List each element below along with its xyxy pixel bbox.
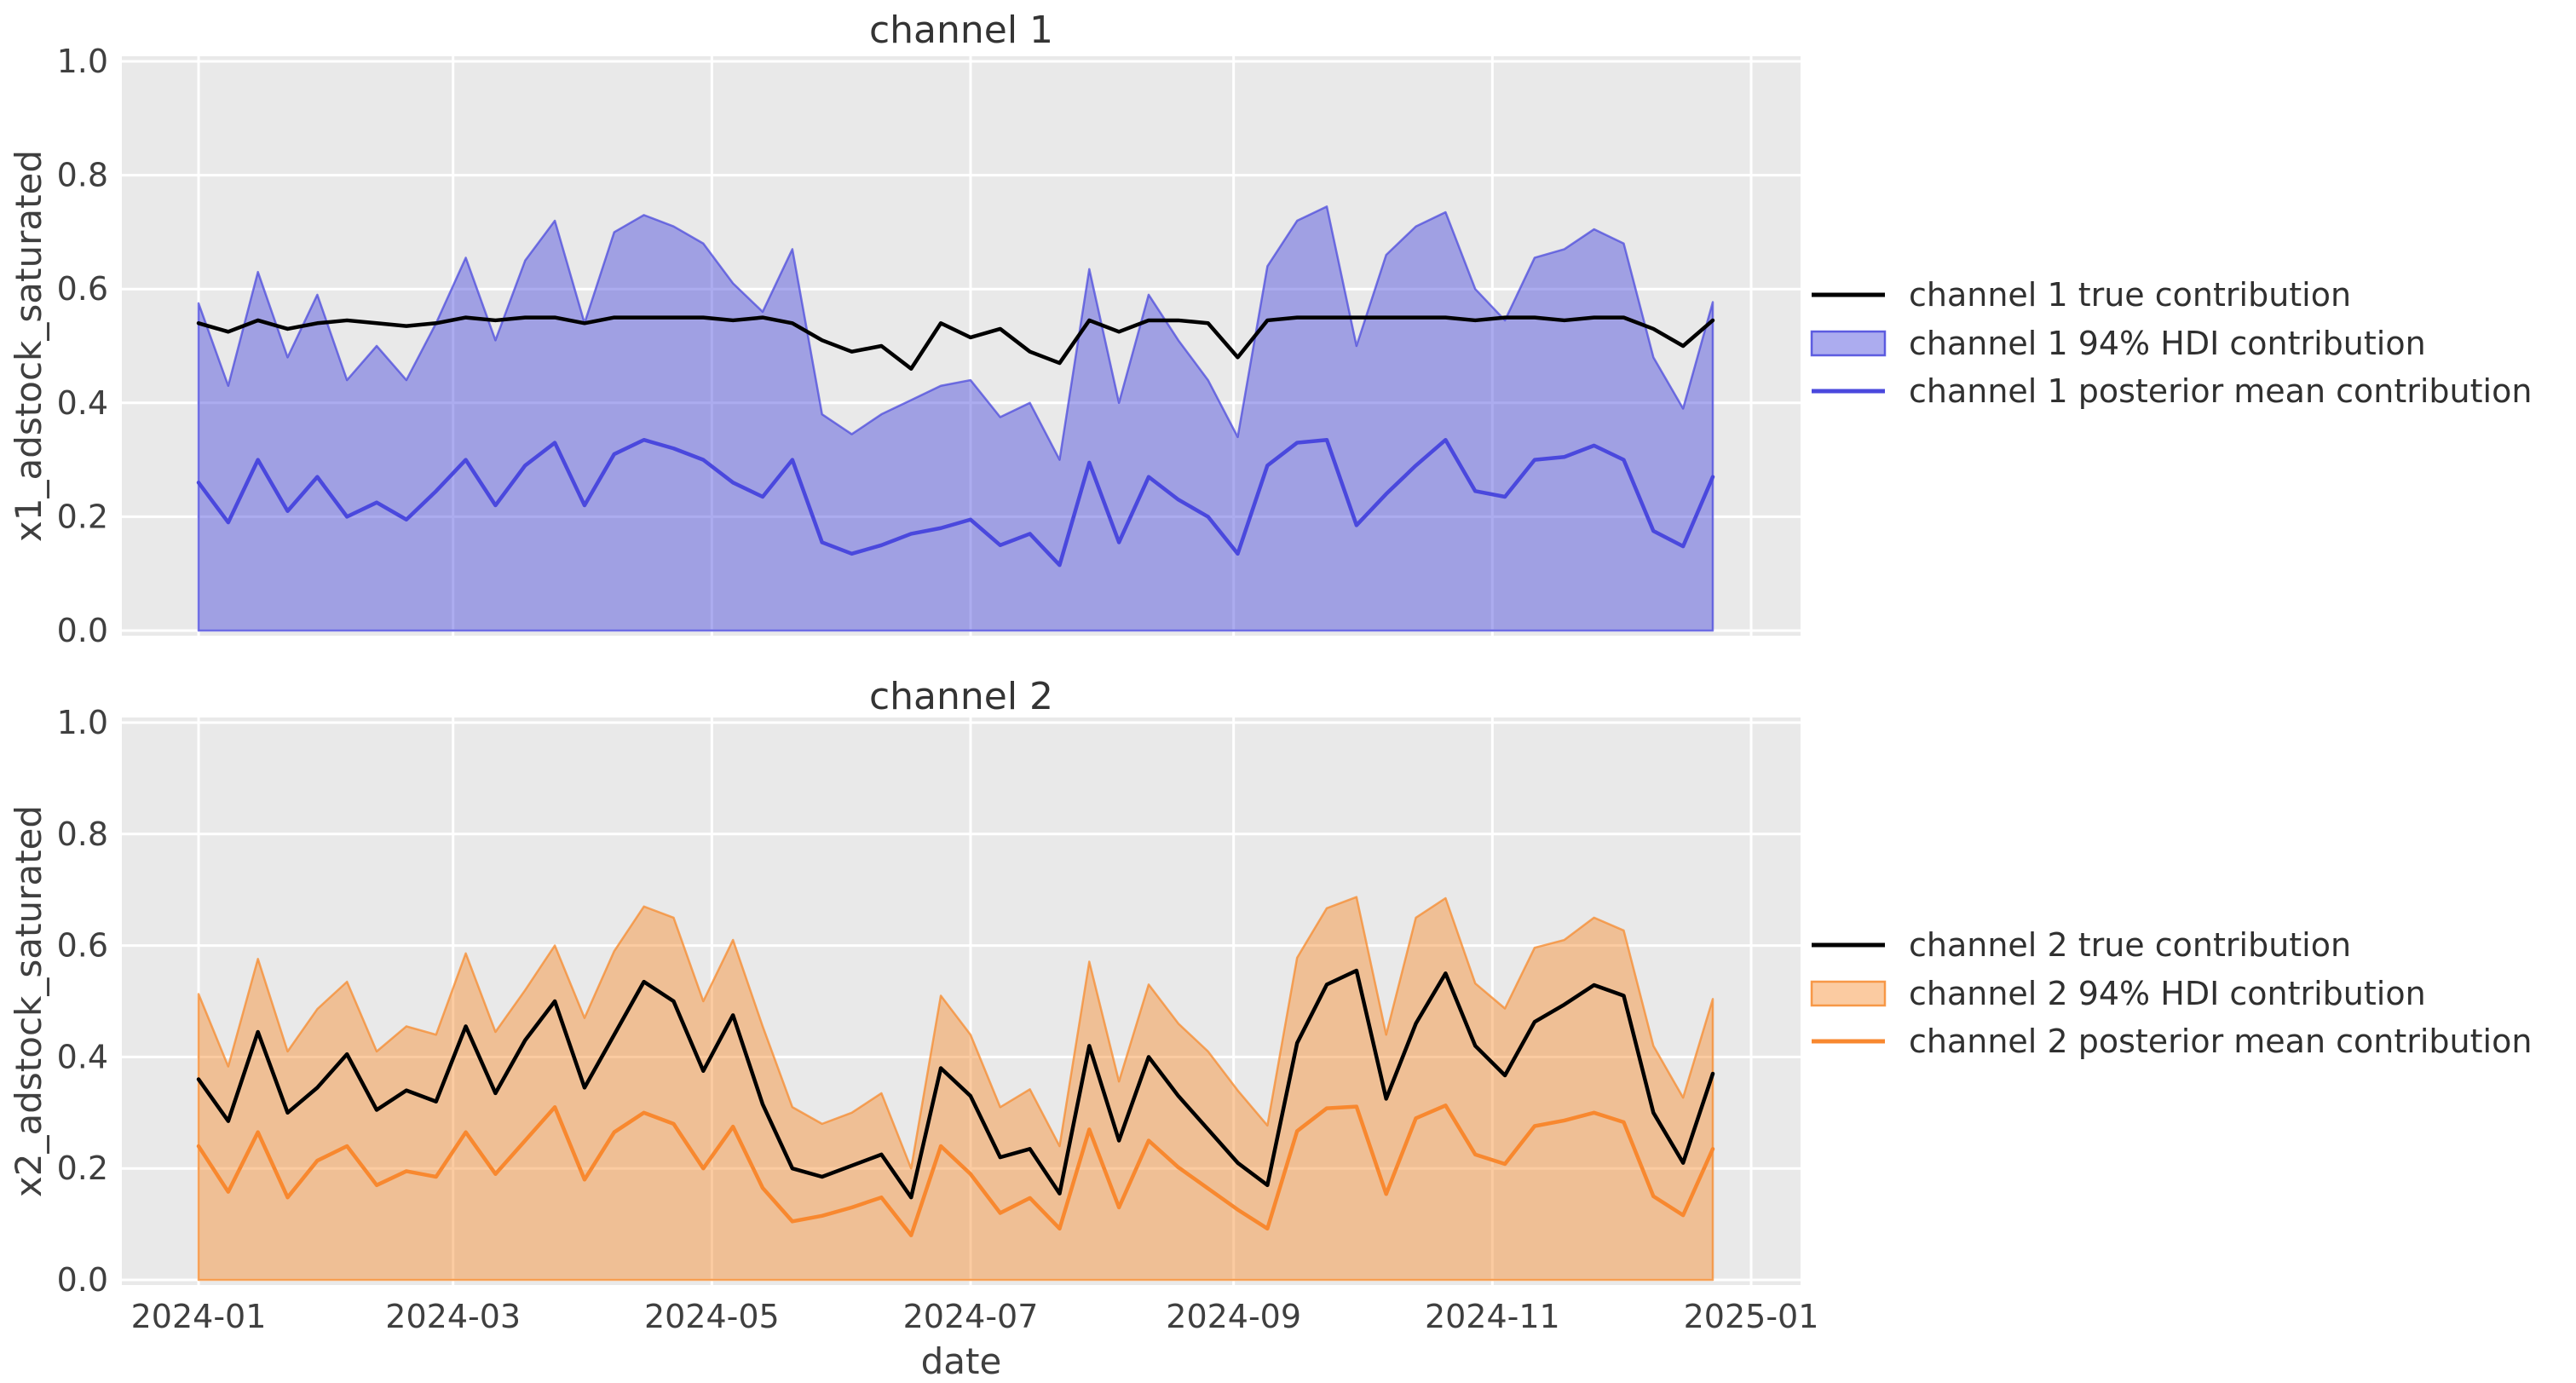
- y-tick-label: 0.2: [57, 1150, 108, 1187]
- true-contribution-line: [196, 315, 1715, 371]
- subplot-title-channel-1: channel 1: [869, 9, 1053, 52]
- x-axis-label: date: [921, 1340, 1002, 1382]
- y-tick-label: 0.0: [57, 612, 108, 649]
- y-tick-label: 0.6: [57, 270, 108, 308]
- legend-patch-hdi-1-icon: [1810, 330, 1887, 357]
- legend-channel-2: channel 2 true contribution channel 2 94…: [1810, 926, 2532, 1060]
- posterior-mean-line: [196, 437, 1715, 568]
- y-tick-label: 0.0: [57, 1261, 108, 1299]
- legend-label-true-1: channel 1 true contribution: [1909, 276, 2351, 314]
- x-tick-label: 2024-11: [1425, 1298, 1560, 1335]
- subplot-title-channel-2: channel 2: [869, 675, 1053, 718]
- subplot-channel-2: 0.0 0.2 0.4 0.6 0.8 1.0 2024-01 2024-03 2024-05 2…: [57, 704, 1819, 1335]
- legend-patch-hdi-2-icon: [1810, 980, 1887, 1007]
- legend-label-hdi-1: channel 1 94% HDI contribution: [1909, 325, 2426, 362]
- x-tick-label: 2024-03: [385, 1298, 521, 1335]
- x-tick-label: 2025-01: [1684, 1298, 1819, 1335]
- y-tick-label: 0.4: [57, 384, 108, 422]
- legend-label-true-2: channel 2 true contribution: [1909, 926, 2351, 964]
- true-contribution-line: [196, 968, 1715, 1200]
- x-tick-label: 2024-01: [131, 1298, 267, 1335]
- y-tick-label: 0.6: [57, 927, 108, 965]
- hdi-band: [197, 205, 1714, 632]
- x-tick-label: 2024-05: [644, 1298, 780, 1335]
- y-tick-label: 1.0: [57, 43, 108, 80]
- plot-area: [122, 717, 1801, 1285]
- legend-label-posterior-1: channel 1 posterior mean contribution: [1909, 372, 2532, 410]
- x-tick-label: 2024-07: [903, 1298, 1039, 1335]
- y-tick-label: 0.4: [57, 1038, 108, 1075]
- y-tick-label: 0.8: [57, 815, 108, 853]
- subplot-channel-1: 0.0 0.2 0.4 0.6 0.8 1.0: [57, 43, 1801, 649]
- y-tick-label: 1.0: [57, 704, 108, 741]
- posterior-mean-line: [196, 1104, 1715, 1237]
- plot-area: [122, 56, 1801, 636]
- y-tick-label: 0.8: [57, 157, 108, 194]
- legend-label-hdi-2: channel 2 94% HDI contribution: [1909, 975, 2426, 1012]
- legend-channel-1: channel 1 true contribution channel 1 94…: [1810, 276, 2532, 410]
- y-axis-label-channel-2: x2_adstock_saturated: [8, 805, 49, 1197]
- y-axis-label-channel-1: x1_adstock_saturated: [8, 150, 49, 542]
- legend-label-posterior-2: channel 2 posterior mean contribution: [1909, 1023, 2532, 1060]
- hdi-band: [197, 896, 1714, 1282]
- x-tick-label: 2024-09: [1166, 1298, 1301, 1335]
- y-tick-label: 0.2: [57, 498, 108, 535]
